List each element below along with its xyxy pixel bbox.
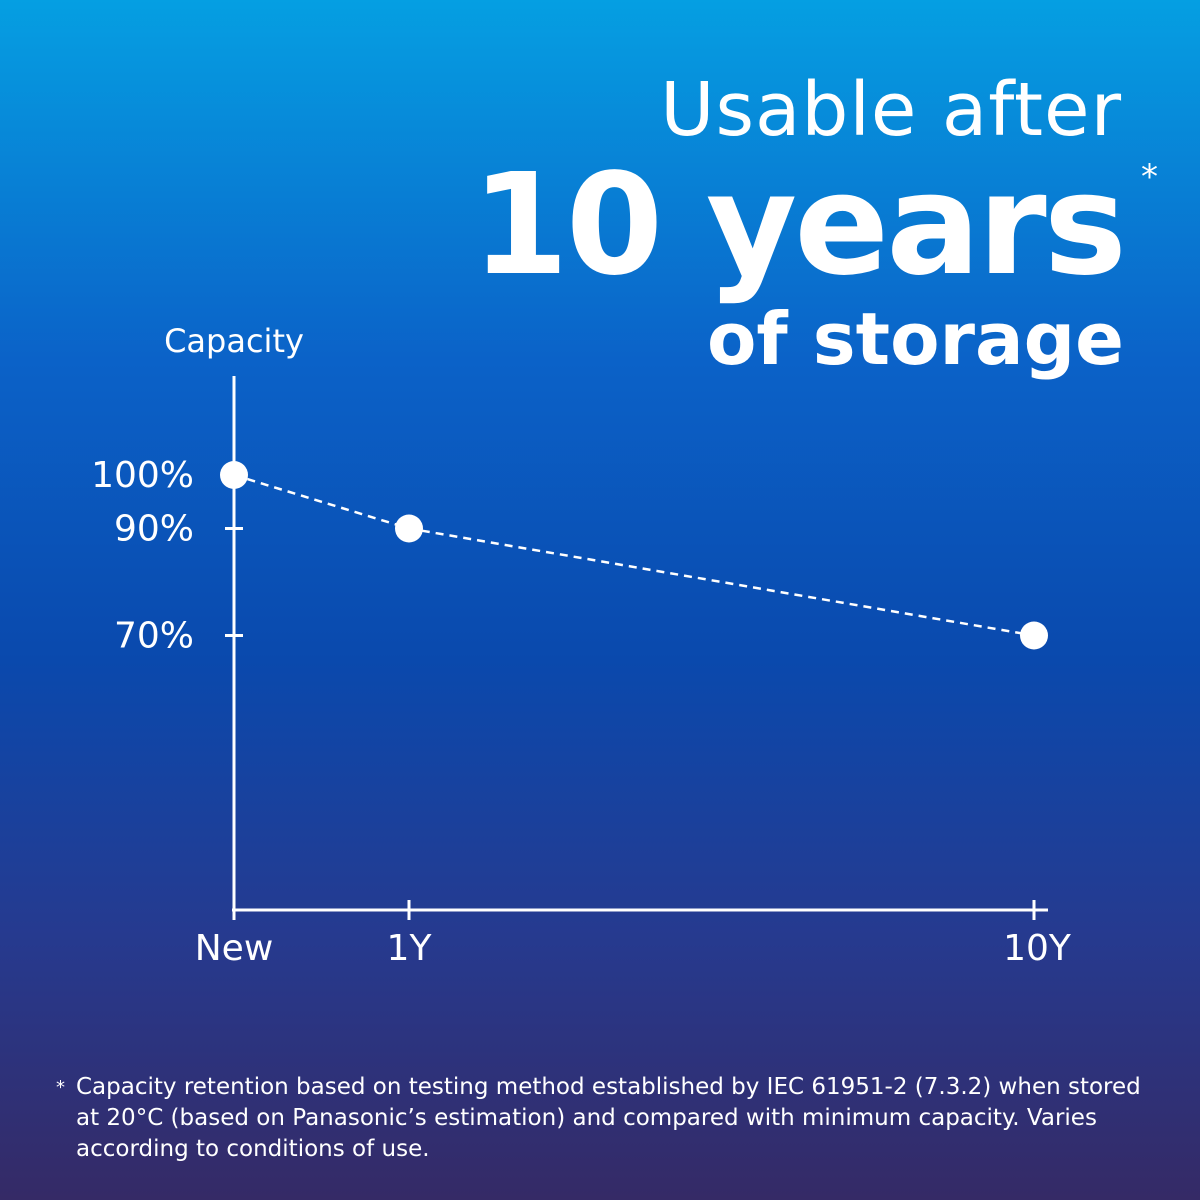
headline-10-years: 10 years (471, 144, 1127, 307)
headline: Usable after 10 years * of storage (471, 60, 1158, 384)
footnote-text: Capacity retention based on testing meth… (76, 1074, 1141, 1162)
y-tick-label: 90% (114, 509, 194, 550)
headline-usable-after: Usable after (660, 67, 1122, 153)
y-tick-label: 100% (91, 455, 194, 496)
headline-asterisk: * (1141, 157, 1158, 197)
data-point (1020, 621, 1048, 650)
footnote-asterisk: * (56, 1077, 65, 1098)
x-tick-label: New (195, 928, 274, 969)
data-point (220, 461, 248, 489)
footnote: * Capacity retention based on testing me… (56, 1072, 1156, 1165)
x-tick-label: 1Y (387, 928, 433, 969)
x-tick-label: 10Y (1003, 928, 1072, 969)
data-points (220, 461, 1048, 650)
y-ticks: 100% 90% 70% (91, 455, 243, 657)
data-point (395, 514, 423, 543)
series-line (233, 473, 1035, 637)
headline-of-storage: of storage (706, 297, 1124, 381)
headline-10-years-wrapper: 10 years * (471, 156, 1158, 296)
x-ticks: New 1Y 10Y (195, 900, 1072, 969)
capacity-chart: Capacity 100% 90% 70% New 1Y 10Y (0, 0, 1200, 1000)
y-axis-label: Capacity (164, 322, 304, 360)
y-tick-label: 70% (114, 616, 194, 657)
